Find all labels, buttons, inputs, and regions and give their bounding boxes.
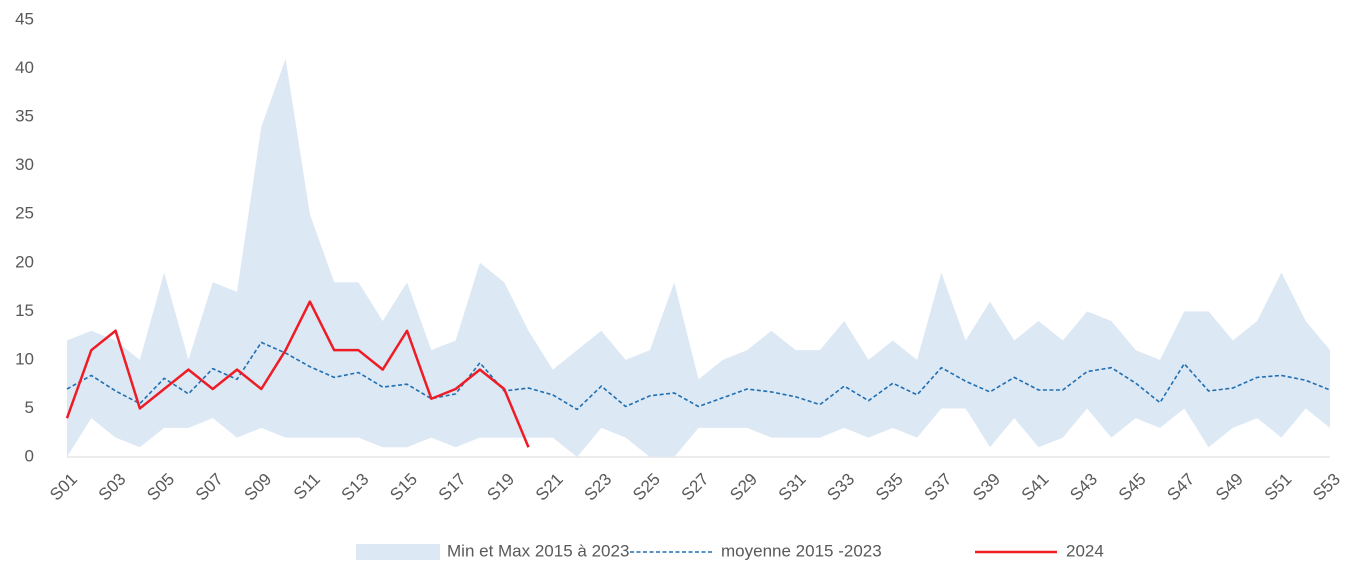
x-tick-label: S45 — [1115, 470, 1150, 505]
x-tick-label: S15 — [386, 470, 421, 505]
series-line — [66, 341, 1331, 411]
y-tick-label: 5 — [25, 398, 34, 417]
y-tick-label: 20 — [15, 252, 34, 271]
x-tick-label: S39 — [969, 470, 1004, 505]
x-tick-label: S05 — [143, 470, 178, 505]
x-tick-label: S27 — [678, 470, 713, 505]
x-tick-label: S11 — [290, 470, 324, 504]
x-tick-label: S07 — [192, 470, 227, 505]
x-tick-label: S19 — [483, 470, 518, 505]
legend-label: moyenne 2015 -2023 — [721, 541, 882, 560]
y-tick-label: 40 — [15, 58, 34, 77]
x-tick-label: S47 — [1163, 470, 1198, 505]
y-tick-label: 25 — [15, 204, 34, 223]
y-tick-label: 0 — [25, 446, 34, 465]
x-tick-label: S31 — [775, 470, 810, 505]
x-tick-label: S37 — [921, 470, 956, 505]
x-tick-label: S13 — [338, 470, 373, 505]
x-tick-label: S41 — [1018, 470, 1053, 505]
x-tick-label: S53 — [1309, 470, 1344, 505]
x-tick-label: S17 — [435, 470, 470, 505]
y-tick-label: 35 — [15, 107, 34, 126]
x-tick-label: S09 — [240, 470, 275, 505]
legend-label: 2024 — [1066, 541, 1104, 560]
x-tick-label: S03 — [95, 470, 130, 505]
x-tick-label: S49 — [1212, 470, 1247, 505]
y-tick-label: 10 — [15, 349, 34, 368]
y-tick-label: 45 — [15, 9, 34, 28]
y-tick-label: 15 — [15, 301, 34, 320]
x-tick-label: S51 — [1261, 470, 1296, 505]
y-tick-label: 30 — [15, 155, 34, 174]
min-max-band — [67, 58, 1330, 457]
x-tick-label: S01 — [46, 470, 81, 505]
x-tick-label: S29 — [726, 470, 761, 505]
legend-swatch — [356, 544, 440, 560]
x-tick-label: S43 — [1066, 470, 1101, 505]
legend-label: Min et Max 2015 à 2023 — [447, 541, 629, 560]
series-line — [65, 300, 530, 448]
x-tick-label: S33 — [823, 470, 858, 505]
x-tick-label: S21 — [532, 470, 567, 505]
x-tick-label: S35 — [872, 470, 907, 505]
x-tick-label: S25 — [629, 470, 664, 505]
x-tick-label: S23 — [581, 470, 616, 505]
